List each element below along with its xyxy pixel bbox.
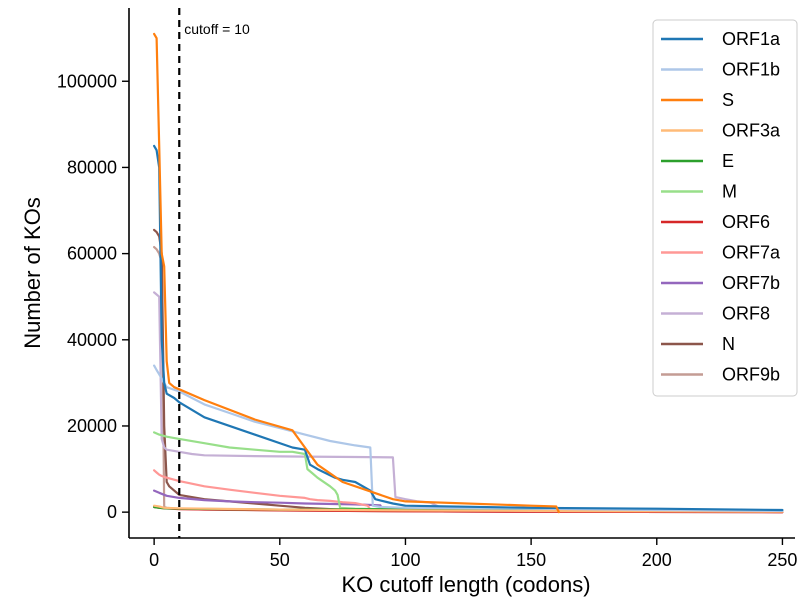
legend-label-orf1a: ORF1a [722,29,781,49]
series-line-orf1b [153,364,784,512]
y-tick-label: 80000 [67,157,117,177]
x-tick-label: 0 [149,550,159,570]
x-tick-label: 50 [270,550,290,570]
x-tick-label: 150 [516,550,546,570]
cutoff-layer: cutoff = 10 [178,8,250,538]
legend-label-orf3a: ORF3a [722,121,781,141]
legend: ORF1a ORF1b S ORF3a EM ORF6 ORF7a ORF7b ORF8 N ORF… [652,19,798,397]
legend-label-n: N [722,334,735,354]
legend-label-orf7a: ORF7a [722,243,781,263]
y-tick-label: 100000 [57,71,117,91]
legend-label-orf6: ORF6 [722,212,770,232]
series-line-m [153,431,784,513]
y-tick-label: 0 [107,502,117,522]
series-line-orf3a [153,504,784,513]
series-line-s [153,32,560,514]
legend-label-orf7b: ORF7b [722,273,780,293]
legend-label-m: M [722,182,737,202]
x-tick-label: 250 [767,550,797,570]
series-line-orf1a [153,144,784,512]
legend-label-orf8: ORF8 [722,304,770,324]
x-tick-label: 200 [642,550,672,570]
y-tick-label: 60000 [67,244,117,264]
legend-label-orf9b: ORF9b [722,365,780,385]
cutoff-label: cutoff = 10 [184,21,250,37]
axes: 0 50 100 150 200 250 0 20000 40000 60000 80000 1000… [20,8,797,597]
x-tick-label: 100 [390,550,420,570]
legend-label-e: E [722,151,734,171]
legend-frame [652,19,798,397]
y-axis-title: Number of KOs [20,197,45,349]
x-axis-title: KO cutoff length (codons) [341,572,590,597]
legend-label-orf1b: ORF1b [722,60,780,80]
legend-label-s: S [722,90,734,110]
y-tick-label: 40000 [67,330,117,350]
plot-lines [153,32,784,514]
y-tick-label: 20000 [67,416,117,436]
